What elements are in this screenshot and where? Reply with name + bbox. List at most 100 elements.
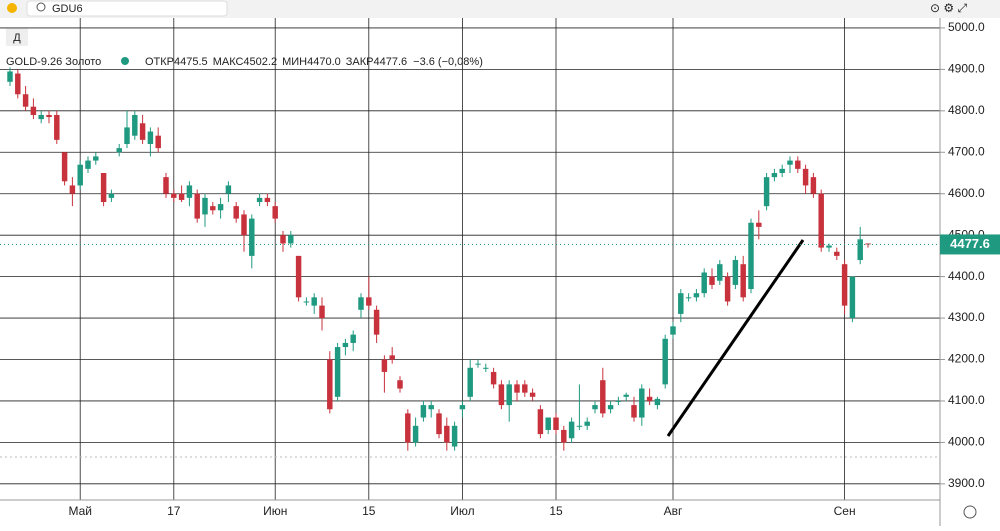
candle-body xyxy=(54,114,60,140)
candle-body xyxy=(288,235,294,244)
candle-body xyxy=(108,193,115,198)
candle-body xyxy=(756,222,762,227)
candle-body xyxy=(568,421,575,439)
candle-body xyxy=(732,260,739,285)
candle-body xyxy=(15,73,21,95)
candle-body xyxy=(849,276,856,319)
search-box[interactable] xyxy=(26,0,228,17)
x-tick-label: 17 xyxy=(167,504,181,518)
candle-body xyxy=(225,185,232,194)
candle-body xyxy=(342,342,349,348)
candle-body xyxy=(795,160,801,169)
candle-body xyxy=(272,206,278,219)
candle-body xyxy=(490,371,497,385)
candle-body xyxy=(545,417,551,430)
candle-body xyxy=(100,173,107,203)
candle-body xyxy=(787,160,793,165)
toolbar xyxy=(0,0,1000,18)
x-tick-label: 15 xyxy=(549,504,563,518)
candle-body xyxy=(717,264,723,281)
candle-body xyxy=(693,293,700,298)
candle-body xyxy=(459,405,466,410)
candle-body xyxy=(381,359,388,372)
candle-body xyxy=(139,123,146,140)
candle-body xyxy=(826,245,832,248)
last-price-box xyxy=(940,234,1000,255)
candle-body xyxy=(841,264,848,306)
candle-body xyxy=(709,276,715,285)
candle-body xyxy=(30,106,37,115)
candle-body xyxy=(303,301,310,303)
candle-body xyxy=(451,425,458,447)
y-tick-label: 4600.0 xyxy=(948,186,985,200)
candle-body xyxy=(631,405,637,418)
candle-body xyxy=(475,363,481,365)
candle-body xyxy=(249,218,255,256)
candle-body xyxy=(857,239,863,261)
candle-body xyxy=(561,429,567,443)
candle-body xyxy=(85,160,91,169)
instrument-name: GOLD-9.26 Золото xyxy=(6,56,101,68)
high-label: МАКС xyxy=(213,56,244,68)
candle-body xyxy=(810,177,817,194)
x-tick-label: Авг xyxy=(664,504,683,518)
candle-body xyxy=(147,131,154,144)
candle-body xyxy=(537,409,544,435)
candle-body xyxy=(444,425,450,443)
candle-body xyxy=(366,297,372,306)
candle-body xyxy=(280,235,286,244)
candle-body xyxy=(178,193,185,200)
y-tick-label: 4100.0 xyxy=(948,393,985,407)
settings-icons[interactable]: ⊙ ⚙ ⤢ xyxy=(930,1,967,15)
open-label: ОТКР xyxy=(145,56,174,68)
candle-body xyxy=(412,425,419,443)
candle-body xyxy=(701,272,707,294)
close-label: ЗАКР xyxy=(346,56,374,68)
candle-body xyxy=(771,173,778,178)
candle-body xyxy=(311,297,317,306)
x-tick-label: Июл xyxy=(450,504,474,518)
candle-body xyxy=(529,392,536,397)
candle-body xyxy=(319,305,325,319)
candle-body xyxy=(210,206,216,211)
candle-body xyxy=(483,367,489,369)
candle-body xyxy=(724,276,731,302)
candle-body xyxy=(818,193,824,248)
y-tick-label: 4200.0 xyxy=(948,352,985,366)
candle-body xyxy=(38,114,44,120)
candle-body xyxy=(592,405,598,410)
candle-body xyxy=(498,384,505,406)
symbol[interactable]: GDU6 xyxy=(52,3,83,15)
candle-body xyxy=(202,197,208,215)
settings-button[interactable] xyxy=(963,505,977,519)
legend: GOLD-9.26 Золото ОТКР4475.5 МАКС4502.2 МИН… xyxy=(6,56,483,68)
candle-body xyxy=(428,405,434,410)
search-icon xyxy=(36,2,46,12)
candle-body xyxy=(763,177,770,207)
candle-body xyxy=(116,148,122,153)
candle-body xyxy=(678,293,684,314)
candle-body xyxy=(670,326,676,335)
close: 4477.6 xyxy=(373,56,407,68)
candle-body xyxy=(397,380,403,389)
candle-body xyxy=(436,413,442,435)
candle-body xyxy=(639,388,645,418)
x-tick-label: Июн xyxy=(263,504,287,518)
candle-body xyxy=(779,168,785,174)
candle-body xyxy=(405,413,411,443)
y-tick-label: 4800.0 xyxy=(948,103,985,117)
candle-body xyxy=(327,359,333,410)
candle-body xyxy=(61,152,68,182)
interval-button[interactable] xyxy=(6,28,28,46)
x-tick-label: Май xyxy=(68,504,92,518)
interval[interactable]: Д xyxy=(13,32,21,44)
x-tick-label: Сен xyxy=(834,504,856,518)
y-tick-label: 5000.0 xyxy=(948,20,985,34)
candle-body xyxy=(186,185,193,198)
candle-body xyxy=(373,309,380,335)
low: 4470.0 xyxy=(307,56,341,68)
last-price-label: 4477.6 xyxy=(950,236,990,251)
y-tick-label: 4400.0 xyxy=(948,269,985,283)
candle-body xyxy=(584,421,590,426)
